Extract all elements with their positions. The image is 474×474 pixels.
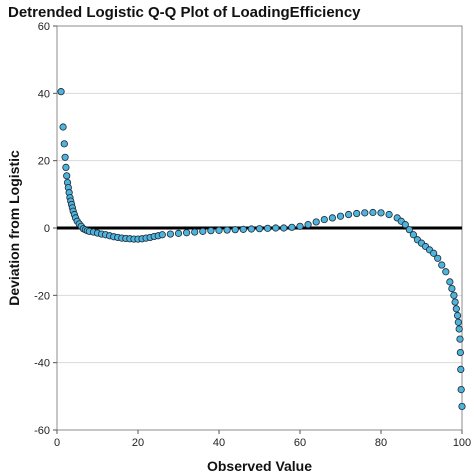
data-point-63: [344, 210, 353, 219]
data-point-58: [304, 221, 312, 229]
data-point-50: [239, 225, 247, 233]
data-point-86: [452, 305, 460, 313]
data-point-54: [272, 224, 280, 232]
data-point-52: [255, 225, 264, 233]
data-point-57: [296, 222, 304, 230]
y-tick-label-4: -20: [34, 290, 50, 302]
data-point-2: [60, 140, 68, 148]
x-axis-label: Observed Value: [207, 458, 312, 474]
data-point-73: [409, 231, 417, 239]
data-point-56: [288, 223, 296, 231]
chart-title: Detrended Logistic Q-Q Plot of LoadingEf…: [8, 4, 361, 21]
data-point-84: [450, 291, 458, 299]
data-point-49: [231, 226, 239, 234]
y-axis-ticks: 60 40 20 0 -20 -40 -60: [34, 21, 57, 437]
data-point-62: [336, 212, 345, 220]
data-point-44: [191, 228, 199, 236]
data-point-91: [456, 348, 464, 357]
y-tick-label-5: -40: [34, 358, 50, 370]
data-point-45: [199, 227, 207, 235]
x-tick-label-4: 80: [375, 437, 387, 449]
data-point-61: [328, 214, 336, 222]
x-axis-ticks: 0 20 40 60 80 100: [54, 430, 471, 449]
y-tick-label-2: 20: [38, 156, 50, 168]
data-point-55: [280, 224, 288, 232]
data-point-88: [454, 318, 462, 326]
data-point-41: [166, 230, 174, 238]
x-tick-label-0: 0: [54, 437, 60, 449]
data-point-66: [369, 208, 377, 217]
x-tick-label-3: 60: [294, 437, 306, 449]
data-point-64: [353, 209, 361, 218]
y-axis-label: Deviation from Logistic: [6, 150, 22, 306]
data-point-89: [455, 325, 463, 333]
y-tick-label-0: 60: [38, 21, 50, 33]
data-point-71: [401, 221, 409, 229]
data-point-40: [158, 231, 166, 239]
data-point-82: [446, 278, 454, 286]
y-tick-label-3: 0: [44, 223, 50, 235]
data-point-67: [377, 209, 385, 217]
data-point-72: [405, 226, 413, 234]
data-point-92: [457, 365, 465, 373]
data-point-48: [223, 226, 231, 234]
data-point-42: [174, 229, 183, 237]
data-point-47: [215, 226, 223, 234]
data-point-43: [183, 229, 191, 237]
data-point-59: [312, 218, 320, 226]
data-point-80: [438, 261, 446, 269]
data-point-81: [442, 268, 450, 276]
x-tick-label-5: 100: [453, 437, 471, 449]
data-point-90: [456, 335, 464, 343]
data-point-94: [458, 402, 466, 411]
data-point-78: [430, 249, 438, 257]
data-point-65: [361, 209, 369, 217]
data-point-87: [453, 311, 462, 320]
x-tick-label-2: 40: [213, 437, 225, 449]
y-tick-label-1: 40: [38, 88, 50, 100]
data-point-1: [59, 123, 67, 131]
data-point-0: [57, 88, 65, 96]
data-point-5: [63, 172, 71, 180]
data-point-83: [448, 284, 456, 293]
x-tick-label-1: 20: [132, 437, 144, 449]
data-point-85: [451, 298, 459, 306]
data-point-93: [457, 385, 465, 394]
data-point-60: [320, 215, 328, 224]
data-point-4: [62, 163, 70, 171]
data-point-68: [385, 210, 393, 219]
data-points: [57, 88, 466, 411]
data-point-53: [263, 224, 272, 232]
data-point-79: [434, 254, 442, 262]
data-point-51: [247, 225, 255, 233]
data-point-46: [207, 227, 215, 235]
data-point-3: [61, 153, 69, 161]
y-tick-label-6: -60: [34, 425, 50, 437]
